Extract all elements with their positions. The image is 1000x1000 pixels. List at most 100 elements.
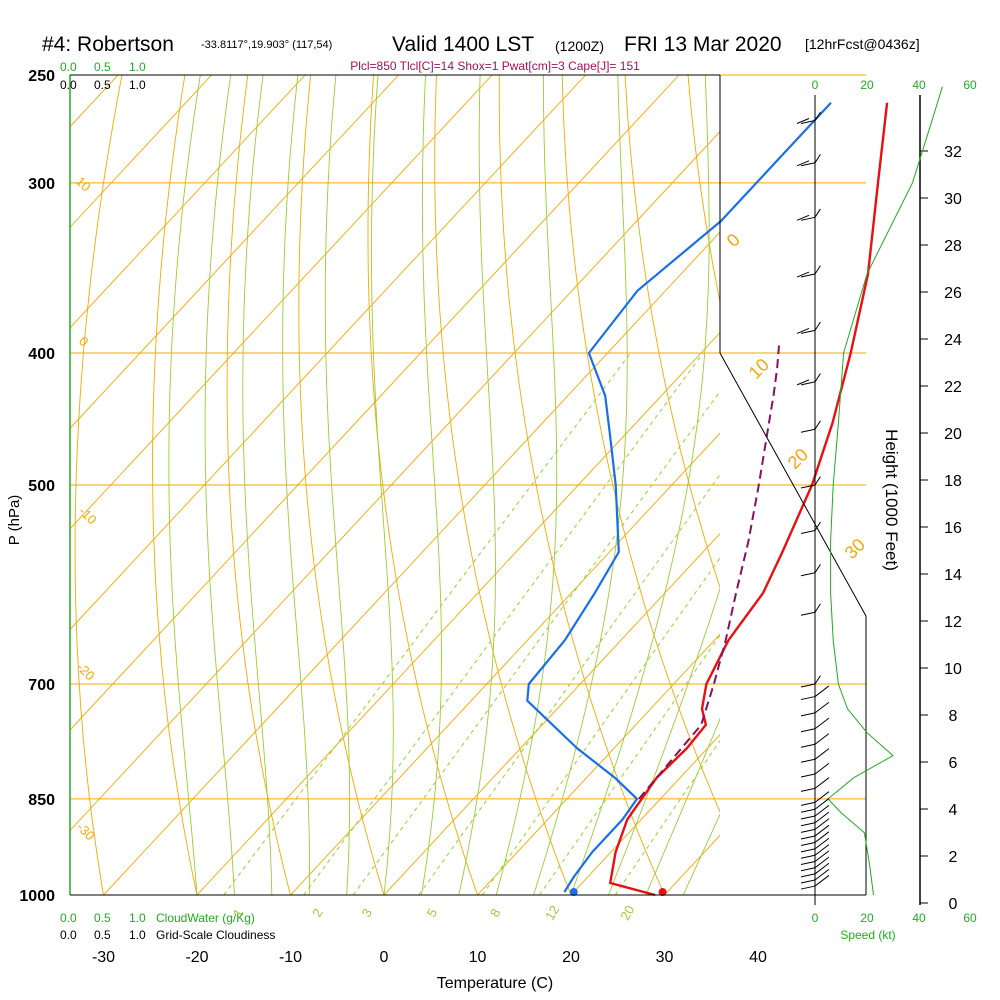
moist-adiabat-line xyxy=(458,75,496,895)
wind-barb-feather xyxy=(800,162,816,167)
moist-adiabat-line xyxy=(607,587,720,895)
wind-barb-feather xyxy=(796,327,810,334)
wind-barb-feather xyxy=(800,611,816,616)
height-tick-label: 18 xyxy=(944,473,962,490)
height-tick-label: 22 xyxy=(944,379,962,396)
wind-barb xyxy=(814,733,830,745)
wind-barb-feather xyxy=(796,379,810,386)
wind-barb-feather xyxy=(796,160,810,167)
wind-barb-feather xyxy=(800,758,816,763)
height-tick-label: 4 xyxy=(949,802,958,819)
bottom-cloudwater-tick: 0.5 xyxy=(94,911,111,925)
surface-temperature-marker xyxy=(658,888,667,897)
wind-barb xyxy=(814,837,830,850)
parcel-line xyxy=(638,345,780,800)
wind-barb-feather xyxy=(800,572,816,577)
valid-time: Valid 1400 LST xyxy=(392,33,534,56)
pressure-tick-label: 1000 xyxy=(19,888,55,905)
wind-barb xyxy=(814,208,821,218)
bottom-cloudwater-tick: 0.0 xyxy=(60,911,77,925)
wind-barb-feather xyxy=(800,841,816,846)
top-cloudwater-tick: 0.5 xyxy=(94,60,111,74)
wind-barb xyxy=(814,521,821,531)
top-speed-tick: 40 xyxy=(912,78,926,92)
moist-adiabat-line xyxy=(324,75,351,895)
wind-barb xyxy=(814,875,830,887)
isotherm-line xyxy=(477,633,720,895)
dry-adiabat-line xyxy=(367,75,478,895)
wind-barb-feather xyxy=(800,428,816,433)
height-tick-label: 20 xyxy=(944,426,962,443)
wind-barb xyxy=(814,564,821,574)
pressure-tick-label: 850 xyxy=(28,792,55,809)
pressure-tick-label: 700 xyxy=(28,677,55,694)
wind-barb xyxy=(814,265,821,275)
height-axis-title: Height (1000 Feet) xyxy=(882,429,901,571)
wind-barb-feather xyxy=(800,885,816,890)
moist-adiabat-line xyxy=(282,75,310,895)
wind-barb-feather xyxy=(796,214,810,221)
clipped-grid xyxy=(70,75,720,895)
wind-barb-feather xyxy=(800,712,816,717)
top-cloudiness-tick: 0.5 xyxy=(94,78,111,92)
pressure-tick-label: 500 xyxy=(28,478,55,495)
wind-barb-feather xyxy=(796,118,810,124)
top-cloudiness-tick: 1.0 xyxy=(129,78,146,92)
surface-dewpoint-marker xyxy=(569,888,578,897)
height-tick-label: 10 xyxy=(944,661,962,678)
dry-adiabat-line xyxy=(561,75,720,814)
wind-barb xyxy=(814,717,830,730)
height-tick-label: 12 xyxy=(944,614,962,631)
dry-adiabat-line xyxy=(74,75,123,895)
temperature-tick-label: 20 xyxy=(562,949,580,966)
wind-barb xyxy=(814,111,821,121)
moist-adiabat-line xyxy=(495,75,558,895)
wind-barb-feather xyxy=(800,728,816,733)
wind-barb xyxy=(814,844,830,856)
station-coords: -33.8117°,19.903° (117,54) xyxy=(201,39,332,51)
mixing-ratio-label: 20 xyxy=(617,903,637,923)
dry-adiabat-line xyxy=(434,75,572,895)
wind-barb xyxy=(814,685,830,697)
height-tick-label: 8 xyxy=(949,708,958,725)
top-cloudiness-tick: 0.0 xyxy=(60,78,77,92)
wind-barb-feather xyxy=(800,787,816,792)
wind-barb-feather xyxy=(800,484,816,489)
wind-barb xyxy=(814,868,830,881)
bottom-speed-tick: 40 xyxy=(912,911,926,925)
wind-barb xyxy=(814,791,830,803)
cloudiness-label: Grid-Scale Cloudiness xyxy=(156,928,275,942)
bottom-cloudiness-tick: 0.5 xyxy=(94,928,111,942)
mixing-ratio-line xyxy=(303,352,704,895)
moist-adiabat-line xyxy=(682,813,720,895)
bottom-cloudiness-tick: 0.0 xyxy=(60,928,77,942)
wind-barb-feather xyxy=(800,530,816,535)
wind-barb xyxy=(814,804,830,817)
height-tick-label: 2 xyxy=(949,849,958,866)
wind-barb xyxy=(814,850,830,862)
speed-axis-label: Speed (kt) xyxy=(840,928,895,942)
wind-barb-feather xyxy=(800,835,816,840)
zulu-time: (1200Z) xyxy=(555,38,604,54)
height-tick-label: 6 xyxy=(949,755,958,772)
wind-barb-feather xyxy=(800,683,816,688)
wind-barb xyxy=(814,420,821,430)
wind-barb-feather xyxy=(800,808,816,813)
wind-barb-feather xyxy=(800,216,816,221)
isotherm-line xyxy=(383,533,720,895)
wind-barb xyxy=(814,824,830,837)
wind-barb-feather xyxy=(800,120,816,125)
wind-barb-feather xyxy=(800,879,816,884)
wind-barb xyxy=(814,811,830,824)
pressure-tick-label: 300 xyxy=(28,176,55,193)
wind-barb xyxy=(814,762,830,775)
wind-barb xyxy=(814,321,821,331)
plot-right-border xyxy=(719,352,867,895)
wind-barb-feather xyxy=(800,273,816,278)
wind-barb-feather xyxy=(800,861,816,866)
y-axis-title: P (hPa) xyxy=(6,495,23,546)
height-tick-label: 32 xyxy=(944,144,962,161)
bottom-speed-tick: 20 xyxy=(860,911,874,925)
data-layer xyxy=(526,101,889,897)
